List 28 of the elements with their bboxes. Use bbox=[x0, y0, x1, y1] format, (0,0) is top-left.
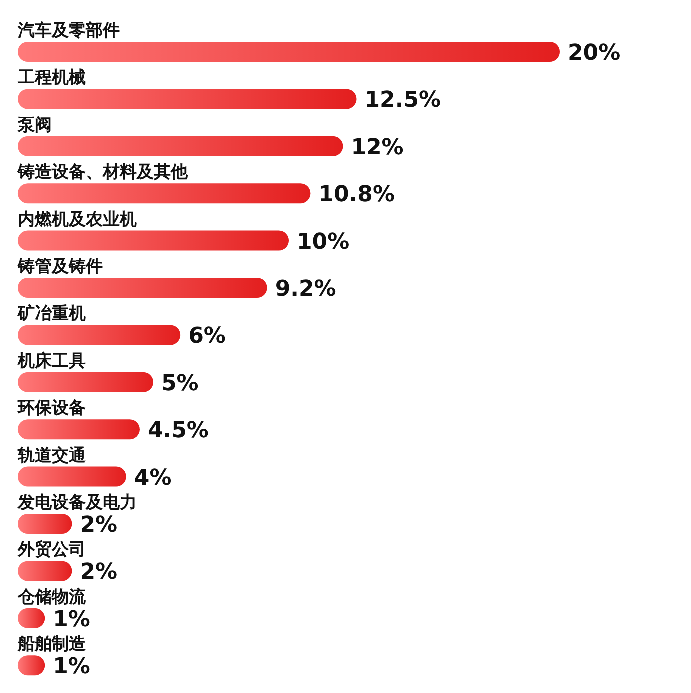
data-label: 2% bbox=[80, 513, 118, 538]
data-label: 6% bbox=[188, 324, 226, 350]
y-tick-label: 外贸公司 bbox=[17, 540, 86, 560]
data-label: 10% bbox=[297, 230, 350, 255]
data-label: 4.5% bbox=[148, 418, 209, 444]
y-tick-label: 铸管及铸件 bbox=[17, 257, 103, 277]
y-tick-label: 发电设备及电力 bbox=[17, 493, 137, 513]
data-label: 1% bbox=[53, 607, 90, 632]
y-tick-label: 机床工具 bbox=[17, 351, 86, 372]
y-tick-label: 泵阀 bbox=[17, 115, 52, 136]
data-label: 4% bbox=[134, 466, 172, 491]
data-label: 10.8% bbox=[318, 182, 396, 208]
y-tick-label: 矿冶重机 bbox=[17, 304, 86, 324]
y-tick-label: 船舶制造 bbox=[17, 634, 86, 655]
y-tick-label: 轨道交通 bbox=[17, 446, 86, 466]
data-label: 20% bbox=[568, 41, 621, 66]
y-tick-label: 铸造设备、材料及其他 bbox=[17, 162, 189, 183]
data-label: 12.5% bbox=[364, 88, 442, 114]
y-tick-label: 工程机械 bbox=[17, 68, 86, 88]
data-label: 5% bbox=[162, 371, 199, 396]
y-tick-label: 环保设备 bbox=[17, 398, 86, 419]
y-tick-label: 仓储物流 bbox=[17, 587, 87, 608]
y-tick-label: 内燃机及农业机 bbox=[18, 210, 137, 230]
data-label: 1% bbox=[53, 654, 90, 680]
data-label: 12% bbox=[351, 135, 404, 160]
data-label: 2% bbox=[80, 560, 118, 586]
y-tick-label: 汽车及零部件 bbox=[17, 21, 120, 41]
data-label: 9.2% bbox=[275, 277, 336, 302]
